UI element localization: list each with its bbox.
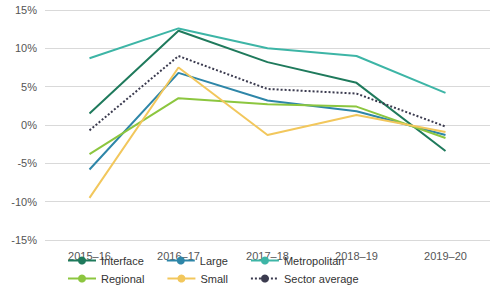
svg-text:-15%: -15% <box>11 234 37 246</box>
svg-text:2019–20: 2019–20 <box>424 250 467 262</box>
svg-text:Interface: Interface <box>101 255 144 267</box>
svg-text:Sector average: Sector average <box>284 273 359 285</box>
svg-text:-5%: -5% <box>17 157 37 169</box>
svg-text:2016–17: 2016–17 <box>157 249 200 262</box>
svg-text:2017–18: 2017–18 <box>246 249 289 262</box>
svg-text:-10%: -10% <box>11 196 37 208</box>
svg-text:2018–19: 2018–19 <box>335 249 378 262</box>
svg-text:Regional: Regional <box>101 273 144 285</box>
svg-text:10%: 10% <box>15 42 37 54</box>
svg-text:15%: 15% <box>15 4 37 16</box>
svg-text:Metropolitan: Metropolitan <box>284 255 345 267</box>
svg-text:0%: 0% <box>21 119 37 131</box>
svg-text:2015–16: 2015–16 <box>68 249 111 262</box>
svg-text:Large: Large <box>200 255 228 267</box>
svg-text:Small: Small <box>200 273 228 285</box>
svg-text:5%: 5% <box>21 81 37 93</box>
